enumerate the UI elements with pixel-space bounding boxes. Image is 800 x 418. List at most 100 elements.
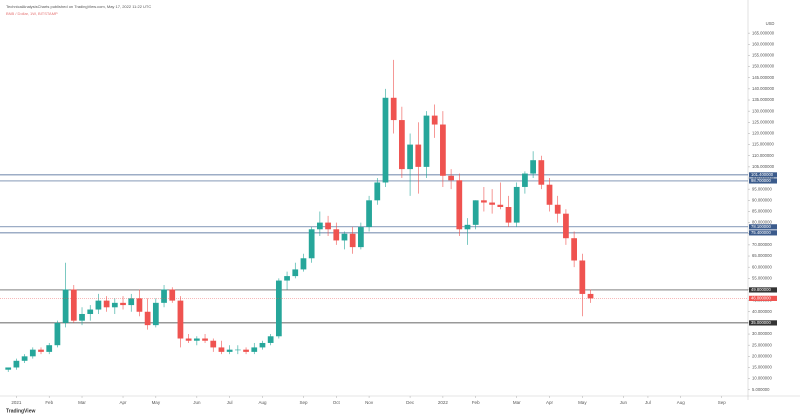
x-tick-label: Jun [193,400,201,405]
candle-body [259,342,266,348]
x-tick-label: Nov [365,400,374,405]
currency-label: USD [766,21,775,26]
y-tick-label: 60.000000 [752,264,772,269]
level-tag-label: 49.800000 [751,287,771,292]
y-tick-label: 115.000000 [752,142,774,147]
candle-body [144,311,151,326]
x-tick-label: Feb [45,400,53,405]
level-tag [749,230,777,236]
candle-body [95,300,102,310]
candle-body [70,289,77,321]
candle-body [349,233,356,248]
y-tick-label: 70.000000 [752,242,772,247]
candle-body [292,269,299,277]
candle-body [554,204,561,214]
x-tick-label: Oct [333,400,341,405]
y-tick-label: 120.000000 [752,131,775,136]
candle-body [333,229,340,241]
candle-body [325,222,331,230]
candle-body [29,349,36,357]
candle-body [530,160,536,174]
candle-body [505,207,512,223]
candle-body [169,289,176,301]
candle-body [234,349,241,351]
candle-body [407,144,413,170]
x-tick-label: Jun [620,400,628,405]
candle-body [13,360,20,368]
candle-body [218,347,225,352]
candle-body [177,300,184,339]
level-tag-label: 78.100000 [751,224,771,229]
candle-body [390,97,397,121]
y-tick-label: 85.000000 [752,209,772,214]
candle-body [431,115,438,125]
candle-body [571,238,577,261]
level-tag-label: 75.400000 [751,230,771,235]
candle-body [111,302,118,308]
candle-body [284,276,290,281]
x-tick-label: Dec [406,400,415,405]
y-tick-label: 150.000000 [752,64,775,69]
y-tick-label: 25.000000 [752,342,772,347]
x-tick-label: Jul [645,400,651,405]
x-tick-label: 2021 [11,400,22,405]
x-tick-label: Feb [472,400,480,405]
candle-body [152,302,159,326]
candle-body [193,338,200,341]
candle-body [243,349,249,352]
y-tick-label: 165.000000 [752,30,775,35]
chart-title: TechnicalAnalysisCharts published on Tra… [6,4,151,9]
candle-body [538,160,545,185]
y-tick-label: 140.000000 [752,86,775,91]
level-tag [749,320,777,326]
level-tag-label: 98.700000 [751,178,771,183]
y-tick-label: 40.000000 [752,309,772,314]
x-tick-label: Apr [546,400,554,405]
candle-body [481,200,487,203]
level-tag [749,224,777,230]
x-tick-label: Apr [120,400,128,405]
candle-body [513,186,520,223]
y-tick-label: 65.000000 [752,253,772,258]
candle-body [54,322,61,346]
candle-body [226,349,233,352]
y-tick-label: 105.000000 [752,164,775,169]
candle-body [185,338,192,341]
level-tag-label: 101.400000 [751,172,774,177]
candle-body [79,313,85,321]
current-price-label: 46.000000 [751,295,771,300]
chart-subtitle: BNB / Dollar, 1W, BITSTAMP [6,11,58,16]
candle-body [87,309,94,314]
y-tick-label: 130.000000 [752,108,775,113]
level-tag [749,178,777,184]
candle-body [251,347,258,352]
candle-body [38,349,44,352]
x-tick-label: May [152,400,161,405]
candle-body [399,120,405,170]
current-price-tag [749,295,777,301]
candle-body [128,298,135,306]
candle-body [522,173,528,187]
x-tick-label: Aug [677,400,686,405]
candle-body [415,144,422,167]
candle-body [267,336,274,343]
candle-body [120,302,126,306]
candle-body [341,233,348,241]
y-tick-label: 95.000000 [752,186,772,191]
candle-body [472,200,479,225]
y-tick-label: 100.000000 [752,175,775,180]
x-tick-label: Mar [513,400,521,405]
y-tick-label: 10.000000 [752,376,772,381]
candle-body [210,340,217,348]
candle-body [546,184,553,205]
candle-body [456,180,463,230]
y-tick-label: 80.000000 [752,220,772,225]
candle-body [382,97,389,183]
x-tick-label: May [578,400,587,405]
candle-body [563,213,569,239]
candle-body [579,260,586,294]
y-tick-label: 110.000000 [752,153,774,158]
candle-body [448,175,454,181]
candle-body [136,298,143,312]
